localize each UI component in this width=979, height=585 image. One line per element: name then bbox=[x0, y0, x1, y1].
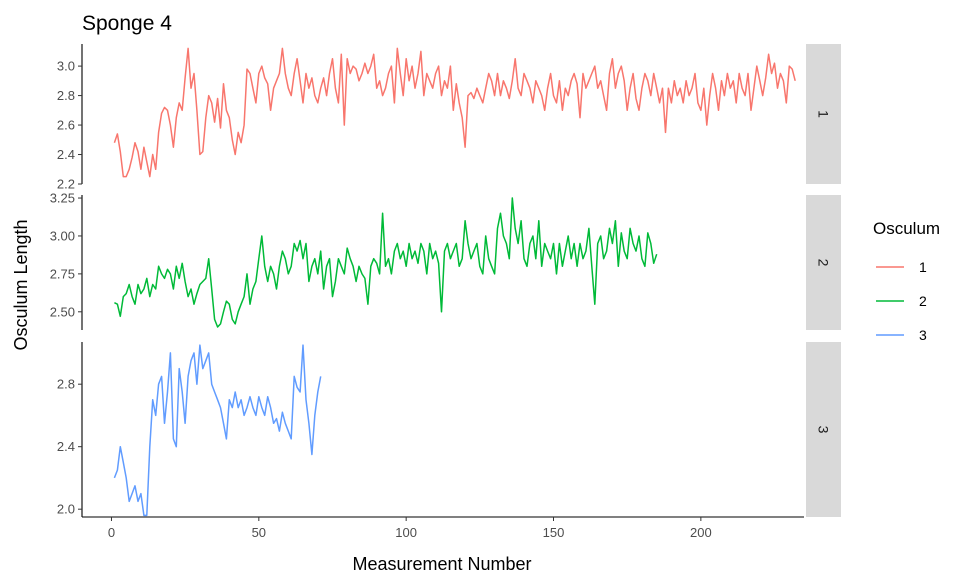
legend: Osculum 1 2 3 bbox=[873, 219, 940, 343]
y-tick-label-1-1: 2.4 bbox=[57, 147, 75, 162]
facet-strip-label-3: 3 bbox=[816, 426, 832, 434]
y-tick-label-3-0: 2.0 bbox=[57, 502, 75, 517]
facet-strip-3 bbox=[806, 342, 841, 517]
y-tick-label-2-1: 2.75 bbox=[50, 266, 75, 281]
series-line-2 bbox=[114, 197, 658, 328]
y-tick-label-1-3: 2.8 bbox=[57, 88, 75, 103]
x-tick-label-0: 0 bbox=[108, 525, 115, 540]
facet-strip-1 bbox=[806, 44, 841, 184]
facet-strip-2 bbox=[806, 195, 841, 330]
x-axis-title: Measurement Number bbox=[352, 554, 531, 574]
facet-strip-label-2: 2 bbox=[816, 259, 832, 267]
y-tick-label-1-0: 2.2 bbox=[57, 177, 75, 192]
legend-label-1: 1 bbox=[919, 259, 927, 275]
series-line-3 bbox=[113, 344, 322, 517]
y-tick-label-2-3: 3.25 bbox=[50, 191, 75, 206]
chart-title: Sponge 4 bbox=[82, 12, 172, 35]
facet-panel-3: 2.0 2.4 2.8 3 bbox=[57, 342, 841, 517]
y-tick-label-1-2: 2.6 bbox=[57, 118, 75, 133]
x-tick-label-2: 100 bbox=[395, 525, 417, 540]
y-tick-label-1-4: 3.0 bbox=[57, 59, 75, 74]
facet-panels: 2.22.42.62.83.012.502.753.003.2522.02.42… bbox=[50, 44, 841, 517]
y-axis-title: Osculum Length bbox=[11, 219, 31, 350]
y-tick-label-3-2: 2.8 bbox=[57, 377, 75, 392]
facet-panel-2: 2.50 2.75 3.00 3.25 2 bbox=[50, 191, 841, 330]
facet-strip-label-1: 1 bbox=[816, 110, 832, 118]
legend-label-2: 2 bbox=[919, 293, 927, 309]
y-tick-label-3-1: 2.4 bbox=[57, 439, 75, 454]
x-axis: 0 50 100 150 200 bbox=[82, 516, 804, 540]
x-tick-label-4: 200 bbox=[690, 525, 712, 540]
series-line-1 bbox=[113, 47, 796, 178]
x-tick-label-3: 150 bbox=[543, 525, 565, 540]
x-tick-label-1: 50 bbox=[252, 525, 266, 540]
legend-label-3: 3 bbox=[919, 327, 927, 343]
facet-panel-1: 2.2 2.4 2.6 2.8 3.0 1 bbox=[57, 44, 841, 192]
y-tick-label-2-2: 3.00 bbox=[50, 228, 75, 243]
legend-title: Osculum bbox=[873, 219, 940, 238]
y-tick-label-2-0: 2.50 bbox=[50, 304, 75, 319]
